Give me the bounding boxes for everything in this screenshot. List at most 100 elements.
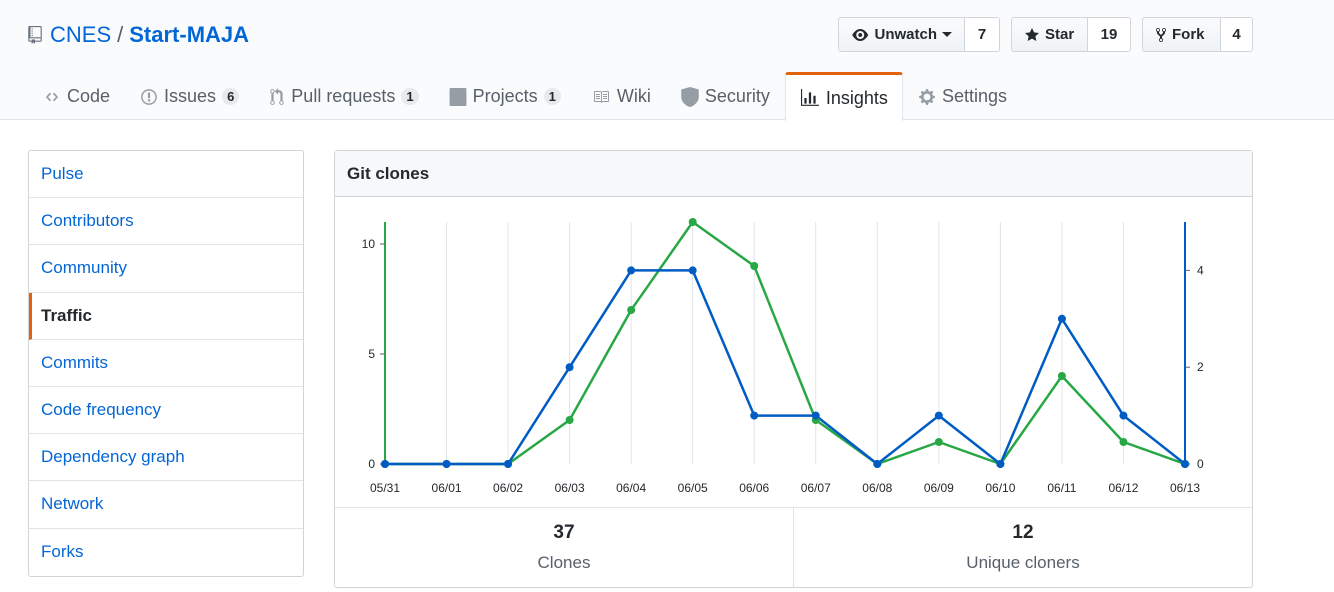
x-tick-label: 06/07 [801, 481, 831, 495]
fork-label: Fork [1172, 26, 1205, 43]
x-tick-label: 06/09 [924, 481, 954, 495]
tab-code[interactable]: Code [28, 72, 125, 120]
tab-wiki-label: Wiki [616, 86, 651, 106]
unwatch-button[interactable]: Unwatch [839, 18, 965, 51]
watch-button-group: Unwatch 7 [838, 17, 1000, 52]
unique-cloners-data-point [1181, 460, 1189, 468]
clones-data-point [1057, 372, 1066, 380]
sidebar-item-pulse[interactable]: Pulse [29, 151, 303, 199]
repo-separator: / [117, 22, 124, 47]
issue-icon [141, 88, 157, 105]
unwatch-label: Unwatch [874, 26, 937, 43]
repo-icon [28, 26, 42, 44]
shield-icon [681, 86, 699, 107]
repo-nav-tabs: Code Issues 6 Pull requests 1 Projects 1… [28, 72, 1022, 121]
x-tick-label: 06/06 [739, 481, 769, 495]
tab-pull-requests-label: Pull requests [291, 86, 396, 106]
tab-issues[interactable]: Issues 6 [125, 72, 254, 120]
repo-title: CNES / Start-MAJA [28, 22, 249, 48]
panel-title: Git clones [335, 151, 1252, 197]
stargazers-count[interactable]: 19 [1088, 18, 1130, 51]
repo-header: CNES / Start-MAJA Unwatch 7 Star 19 Fork… [0, 0, 1334, 121]
right-tick-label: 2 [1197, 360, 1204, 374]
tab-issues-label: Issues [164, 86, 217, 106]
sidebar-item-commits[interactable]: Commits [29, 340, 303, 387]
tab-code-label: Code [67, 86, 111, 106]
unique-cloners-data-point [873, 460, 882, 468]
sidebar-item-community[interactable]: Community [29, 245, 303, 293]
gear-icon [919, 88, 935, 105]
project-icon [449, 87, 467, 106]
pull-request-icon [270, 87, 285, 105]
eye-icon [852, 28, 869, 41]
unique-cloners-stat: 12 Unique cloners [794, 508, 1252, 587]
book-icon [593, 90, 609, 103]
unique-cloners-data-point [627, 266, 636, 275]
sidebar-item-network[interactable]: Network [29, 481, 303, 529]
clones-data-point [627, 306, 636, 314]
repo-name-link[interactable]: Start-MAJA [129, 22, 250, 47]
tab-projects[interactable]: Projects 1 [434, 72, 576, 120]
x-tick-label: 06/01 [432, 481, 462, 495]
x-tick-label: 05/31 [370, 481, 400, 495]
clones-series-line [385, 220, 1186, 466]
clones-data-point [565, 416, 574, 424]
unique-cloners-data-point [688, 266, 697, 275]
unique-cloners-data-point [934, 411, 943, 420]
x-tick-label: 06/12 [1108, 481, 1138, 495]
star-icon [1025, 27, 1039, 41]
left-tick-label: 10 [362, 237, 376, 251]
tab-settings-label: Settings [941, 86, 1007, 106]
x-tick-label: 06/13 [1170, 481, 1200, 495]
repo-owner-link[interactable]: CNES [50, 22, 112, 47]
tab-insights-label: Insights [825, 87, 888, 108]
unique-cloners-count: 12 [1012, 522, 1034, 543]
sidebar-item-forks[interactable]: Forks [41, 542, 84, 562]
unique-cloners-data-point [381, 460, 389, 468]
unique-cloners-series-line [385, 269, 1186, 466]
unique-cloners-data-point [811, 411, 820, 420]
x-tick-label: 06/08 [862, 481, 892, 495]
left-tick-label: 0 [368, 457, 375, 471]
caret-down-icon [942, 32, 952, 37]
git-clones-panel: Git clones 05/31 06/01 06/02 06/03 06/04 06/0… [334, 150, 1253, 588]
forks-count[interactable]: 4 [1221, 18, 1252, 51]
sidebar-item-contributors[interactable]: Contributors [29, 198, 303, 246]
clones-count: 37 [553, 522, 575, 543]
watchers-count[interactable]: 7 [965, 18, 999, 51]
unique-cloners-data-point [565, 363, 574, 372]
x-tick-label: 06/02 [493, 481, 523, 495]
insights-sidebar: Pulse Contributors Community Traffic Com… [28, 150, 304, 577]
issues-counter: 6 [222, 88, 240, 105]
unique-cloners-data-point [996, 460, 1005, 468]
code-icon [45, 92, 59, 101]
x-tick-label: 06/11 [1047, 481, 1076, 495]
pull-requests-counter: 1 [401, 88, 419, 105]
x-tick-label: 06/04 [616, 481, 646, 495]
clones-data-point [750, 262, 759, 270]
star-button[interactable]: Star [1012, 18, 1088, 51]
right-tick-label: 0 [1197, 457, 1204, 471]
left-tick-label: 5 [368, 347, 375, 361]
tab-security-label: Security [704, 86, 770, 106]
tab-settings[interactable]: Settings [903, 72, 1022, 120]
unique-cloners-data-point [1057, 314, 1066, 323]
fork-button-group: Fork 4 [1142, 17, 1253, 52]
x-tick-label: 06/05 [678, 481, 708, 495]
projects-counter: 1 [543, 88, 561, 105]
tab-security[interactable]: Security [666, 72, 785, 120]
sidebar-item-traffic[interactable]: Traffic [29, 292, 303, 340]
clones-stat: 37 Clones [335, 508, 794, 587]
tab-wiki[interactable]: Wiki [576, 72, 666, 120]
clone-stats: 37 Clones 12 Unique cloners [335, 507, 1252, 587]
x-tick-label: 06/10 [985, 481, 1015, 495]
tab-insights[interactable]: Insights [784, 72, 903, 121]
sidebar-item-code-frequency[interactable]: Code frequency [29, 387, 303, 435]
graph-icon [800, 89, 819, 106]
fork-button[interactable]: Fork [1143, 18, 1221, 51]
sidebar-item-dependency-graph[interactable]: Dependency graph [29, 434, 303, 482]
unique-cloners-data-point [442, 460, 451, 468]
clones-data-point [1119, 438, 1128, 446]
tab-pull-requests[interactable]: Pull requests 1 [254, 72, 433, 120]
git-clones-chart: 05/31 06/01 06/02 06/03 06/04 06/05 06/06 06/07… [362, 218, 1204, 495]
